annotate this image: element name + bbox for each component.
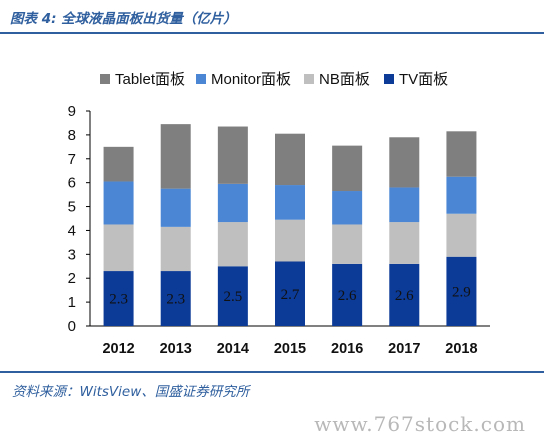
y-tick-label: 1 — [68, 294, 76, 311]
legend-label-tablet: Tablet面板 — [115, 70, 185, 88]
x-tick-label: 2012 — [102, 341, 134, 357]
data-label-tv: 2.9 — [452, 284, 471, 300]
y-tick-label: 6 — [68, 175, 76, 192]
y-tick-label: 0 — [68, 318, 76, 335]
x-tick-label: 2013 — [160, 341, 192, 357]
legend-label-monitor: Monitor面板 — [211, 70, 291, 88]
bar-tablet — [446, 131, 477, 177]
x-tick-label: 2016 — [331, 341, 363, 357]
bar-tv — [160, 271, 191, 326]
bar-nb — [332, 224, 363, 264]
bar-tv — [332, 263, 363, 326]
watermark-text: www.767stock.com — [314, 412, 526, 436]
bar-tablet — [160, 124, 191, 189]
legend-label-tv: TV面板 — [399, 70, 448, 88]
chart-axes: 0 1 2 3 4 5 6 7 8 9 2012 2013 2014 2015 2016 2017 2018 — [68, 103, 490, 357]
y-tick-label: 9 — [68, 103, 76, 120]
bar-tv — [275, 261, 305, 326]
bar-nb — [389, 222, 420, 264]
bar-nb — [446, 213, 477, 257]
bar-nb — [103, 224, 134, 272]
x-tick-label: 2018 — [445, 341, 477, 357]
data-label-tv: 2.3 — [109, 292, 128, 308]
bar-tablet — [389, 137, 420, 188]
bar-tablet — [217, 126, 248, 184]
legend-swatch-nb — [304, 74, 314, 84]
source-note: 资料来源：WitsView、国盛证券研究所 — [12, 384, 250, 400]
bar-monitor — [446, 176, 477, 214]
x-tick-label: 2014 — [217, 341, 249, 357]
bar-monitor — [332, 191, 363, 225]
y-tick-label: 3 — [68, 246, 76, 263]
legend-label-nb: NB面板 — [319, 70, 370, 88]
chart-legend: Tablet面板 Monitor面板 NB面板 TV面板 — [100, 70, 448, 88]
bar-monitor — [160, 188, 191, 227]
data-label-tv: 2.3 — [166, 292, 185, 308]
bar-tv — [103, 271, 134, 326]
data-label-tv: 2.6 — [338, 288, 357, 304]
stacked-bar-chart: Tablet面板 Monitor面板 NB面板 TV面板 0 1 2 3 4 5 6 7 8 9 2012… — [68, 70, 490, 357]
bar-monitor — [217, 183, 248, 223]
y-tick-label: 5 — [68, 199, 76, 216]
title-divider — [0, 32, 544, 34]
x-tick-label: 2017 — [388, 341, 420, 357]
x-tick-label: 2015 — [274, 341, 306, 357]
chart-data-labels: 2.3 2.3 2.5 2.7 2.6 2.6 2.9 — [109, 284, 471, 307]
chart-bars — [103, 124, 477, 326]
bar-nb — [160, 226, 191, 272]
bar-tv — [217, 266, 248, 326]
legend-swatch-tv — [384, 74, 394, 84]
data-label-tv: 2.6 — [395, 288, 414, 304]
bar-tv — [389, 263, 420, 326]
bar-tablet — [332, 145, 363, 192]
legend-swatch-monitor — [196, 74, 206, 84]
bar-nb — [275, 219, 305, 262]
data-label-tv: 2.5 — [223, 289, 242, 305]
chart-title: 图表 4: 全球液晶面板出货量（亿片） — [10, 11, 237, 27]
source-divider — [0, 371, 544, 373]
bar-monitor — [389, 187, 420, 223]
y-tick-label: 4 — [68, 222, 76, 239]
bar-tv — [446, 256, 477, 326]
legend-swatch-tablet — [100, 74, 110, 84]
bar-monitor — [103, 181, 134, 225]
data-label-tv: 2.7 — [281, 287, 300, 303]
y-tick-label: 2 — [68, 270, 76, 287]
y-tick-label: 7 — [68, 151, 76, 168]
bar-nb — [217, 222, 248, 267]
bar-tablet — [103, 146, 134, 182]
bar-tablet — [275, 133, 305, 186]
bar-monitor — [275, 185, 305, 220]
y-tick-label: 8 — [68, 127, 76, 144]
